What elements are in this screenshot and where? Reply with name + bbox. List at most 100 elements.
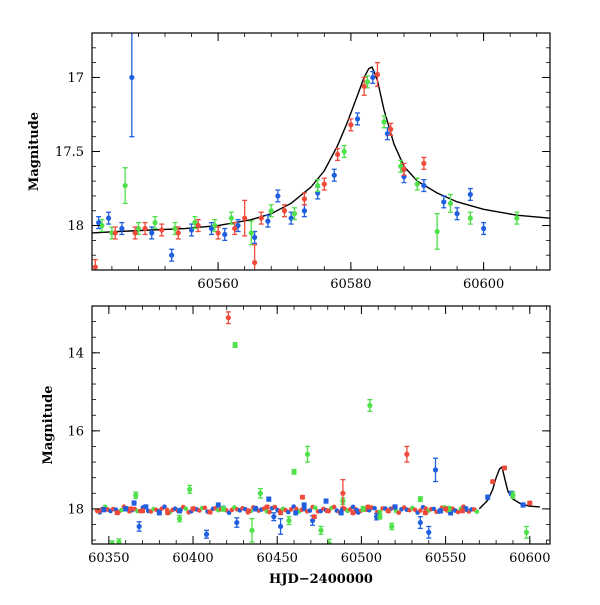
data-point-red [112,230,118,236]
data-point-blue [271,514,277,520]
data-point-blue [520,502,526,508]
data-point-red [401,166,407,172]
data-point-blue [265,218,271,224]
data-point-red [361,83,367,89]
data-point-blue [331,172,337,178]
bottom-frame [91,305,551,545]
data-point-blue [123,506,129,512]
data-point-blue [96,220,102,226]
baseline-point [307,508,313,513]
data-point-blue [129,74,135,81]
data-point-green [514,215,520,221]
data-point-green [367,402,373,409]
baseline-point [331,504,337,510]
data-point-green [523,529,530,535]
y-tick-label: 18 [67,502,84,517]
data-point-blue [354,116,361,122]
data-point-green [176,516,183,522]
data-point-red [348,122,354,128]
data-point-red [365,504,371,510]
data-point-red [96,508,102,514]
data-point-blue [467,191,473,198]
data-point-red [207,509,213,515]
data-point-green [248,230,254,236]
data-point-green [304,451,311,457]
y-tick-label: 14 [67,346,84,361]
data-point-blue [105,215,112,221]
data-point-red [132,230,138,236]
baseline-point [372,505,377,511]
data-point-green [510,492,516,498]
data-point-blue [481,225,487,232]
baseline-point [119,507,124,513]
baseline-point [418,508,423,513]
model-curve [92,66,550,234]
x-tick-label: 60600 [509,551,550,566]
data-point-green [187,486,193,492]
data-point-green [318,527,324,533]
y-tick-label: 17.5 [55,145,84,160]
data-point-blue [277,523,284,530]
data-point-green [364,79,371,85]
x-tick-label: 60500 [341,551,382,566]
data-point-red [421,160,427,166]
data-point-blue [426,529,432,535]
data-point-green [122,182,128,189]
data-point-green [381,119,387,125]
bottom-plot-area [94,311,540,558]
data-point-green [257,490,263,496]
data-point-blue [169,252,175,258]
data-point-red [215,230,221,236]
baseline-point [288,507,294,512]
data-point-red [443,506,449,512]
data-point-green [249,527,255,533]
y-tick-label: 18 [67,219,84,234]
data-point-red [175,230,181,236]
data-point-blue [252,506,258,512]
data-point-blue [156,510,162,516]
data-point-red [501,465,508,471]
data-point-red [114,510,120,516]
data-point-blue [222,231,228,238]
data-point-green [291,469,297,475]
x-tick-label: 60580 [330,277,371,292]
baseline-point [396,510,402,515]
data-point-green [152,553,157,558]
data-point-red [139,508,146,514]
baseline-point [272,504,278,510]
data-point-red [321,181,327,187]
baseline-point [267,509,272,515]
data-point-blue [131,500,137,506]
data-point-blue [441,199,447,205]
data-point-green [398,163,404,169]
data-point-red [527,500,533,506]
data-point-blue [234,519,240,526]
data-point-blue [417,519,423,526]
bottom-x-axis-title: HJD−2400000 [269,572,373,587]
data-point-green [467,215,473,221]
bottom-panel: 60350 60400 60450 60500 60550 60600 14 16 18 Mag… [41,305,551,587]
data-point-green [434,228,440,235]
bottom-y-axis-title: Magnitude [41,385,56,464]
data-point-red [422,510,428,516]
baseline-point [202,505,208,511]
baseline-point [183,506,189,511]
baseline-point [455,509,461,515]
data-point-red [277,510,284,516]
top-panel: 60560 60580 60600 17 17.5 18 Magnitude [27,32,551,292]
data-point-red [159,227,165,233]
data-point-blue [301,208,308,214]
data-point-green [389,523,395,530]
data-point-red [225,315,231,321]
data-point-red [242,215,248,221]
x-tick-label: 60350 [88,551,129,566]
data-point-blue [149,230,155,236]
data-point-green [268,208,274,214]
data-point-green [133,492,139,498]
bottom-ticks: 60350 60400 60450 60500 60550 60600 14 16 18 [67,305,550,566]
data-point-blue [266,496,272,502]
baseline-point [162,504,167,510]
x-tick-label: 60550 [425,551,466,566]
data-point-red [325,508,331,514]
data-point-red [258,215,264,221]
